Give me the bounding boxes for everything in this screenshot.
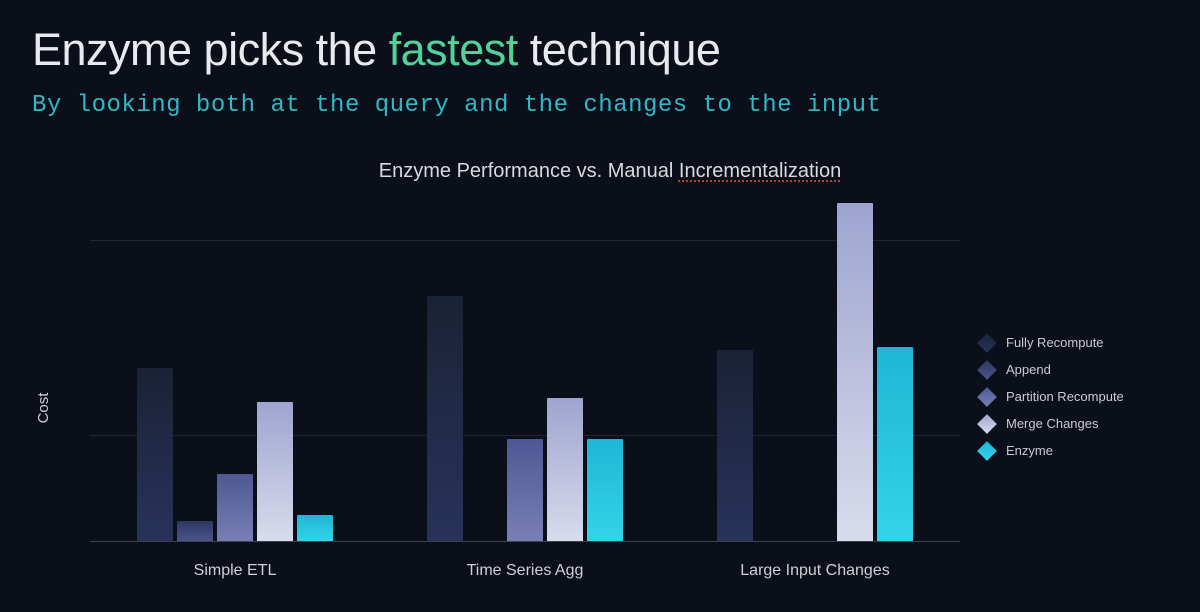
- legend-label: Fully Recompute: [1006, 335, 1104, 350]
- bar: [547, 398, 583, 542]
- x-axis-label: Simple ETL: [90, 562, 380, 580]
- legend-item: Enzyme: [980, 443, 1170, 458]
- legend-item: Append: [980, 362, 1170, 377]
- title-pre: Enzyme picks the: [32, 24, 389, 75]
- legend-swatch: [977, 387, 997, 407]
- bar: [427, 296, 463, 542]
- subtitle: By looking both at the query and the cha…: [32, 92, 1168, 119]
- bar: [507, 439, 543, 542]
- x-axis-label: Large Input Changes: [670, 562, 960, 580]
- legend-label: Enzyme: [1006, 443, 1053, 458]
- bar: [137, 368, 173, 542]
- page-title: Enzyme picks the fastest technique: [32, 24, 1168, 76]
- legend: Fully Recompute Append Partition Recompute…: [980, 335, 1170, 458]
- bar-groups: [90, 200, 960, 542]
- bar-group: [717, 200, 913, 542]
- chart-title: Enzyme Performance vs. Manual Incrementa…: [50, 160, 1170, 183]
- legend-swatch: [977, 414, 997, 434]
- bar: [877, 347, 913, 542]
- title-highlight: fastest: [389, 24, 518, 75]
- legend-label: Partition Recompute: [1006, 389, 1124, 404]
- bar-group: [427, 200, 623, 542]
- bar: [717, 350, 753, 542]
- x-axis-labels: Simple ETLTime Series AggLarge Input Cha…: [90, 562, 960, 580]
- baseline: [90, 541, 960, 542]
- x-axis-label: Time Series Agg: [380, 562, 670, 580]
- bar: [587, 439, 623, 542]
- chart-title-pre: Enzyme Performance vs. Manual: [379, 160, 679, 182]
- title-post: technique: [518, 24, 721, 75]
- bar: [217, 474, 253, 542]
- legend-label: Merge Changes: [1006, 416, 1099, 431]
- plot: [90, 200, 960, 542]
- bar: [177, 521, 213, 542]
- legend-swatch: [977, 360, 997, 380]
- legend-swatch: [977, 441, 997, 461]
- legend-swatch: [977, 333, 997, 353]
- chart-title-underlined: Incrementalization: [679, 160, 841, 182]
- legend-item: Fully Recompute: [980, 335, 1170, 350]
- bar: [257, 402, 293, 542]
- slide: Enzyme picks the fastest technique By lo…: [0, 0, 1200, 612]
- bar: [297, 515, 333, 542]
- bar: [837, 203, 873, 542]
- chart-area: Enzyme Performance vs. Manual Incrementa…: [50, 160, 1170, 602]
- legend-item: Merge Changes: [980, 416, 1170, 431]
- bar-group: [137, 200, 333, 542]
- y-axis-label: Cost: [35, 392, 52, 423]
- legend-label: Append: [1006, 362, 1051, 377]
- legend-item: Partition Recompute: [980, 389, 1170, 404]
